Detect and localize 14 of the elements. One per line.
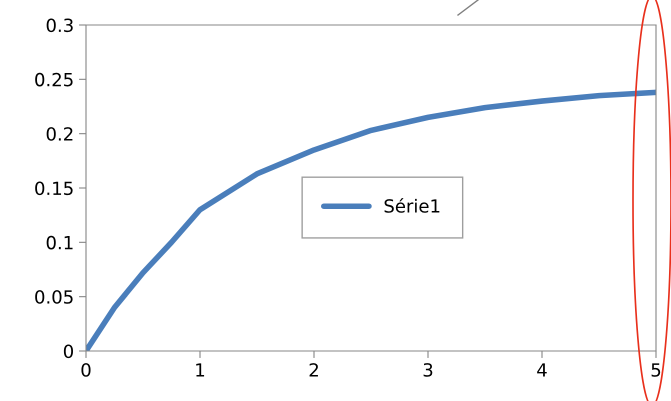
y-tick-label: 0.1: [46, 236, 73, 250]
x-tick-label: 3: [424, 363, 432, 377]
y-tick-label: 0.25: [35, 72, 73, 86]
x-tick-label: 2: [310, 363, 318, 377]
y-tick-label: 0.05: [35, 290, 73, 304]
x-tick-label: 5: [652, 363, 660, 377]
x-tick-label: 4: [537, 363, 547, 377]
y-tick-label: 0: [64, 344, 73, 358]
y-tick-label: 0.15: [35, 181, 73, 196]
y-tick-label: 0.2: [46, 127, 72, 141]
y-tick-label: 0.3: [46, 18, 73, 32]
x-tick-label: 0: [81, 363, 91, 377]
x-tick-label: 1: [196, 363, 204, 377]
legend-label: Série1: [384, 198, 440, 213]
